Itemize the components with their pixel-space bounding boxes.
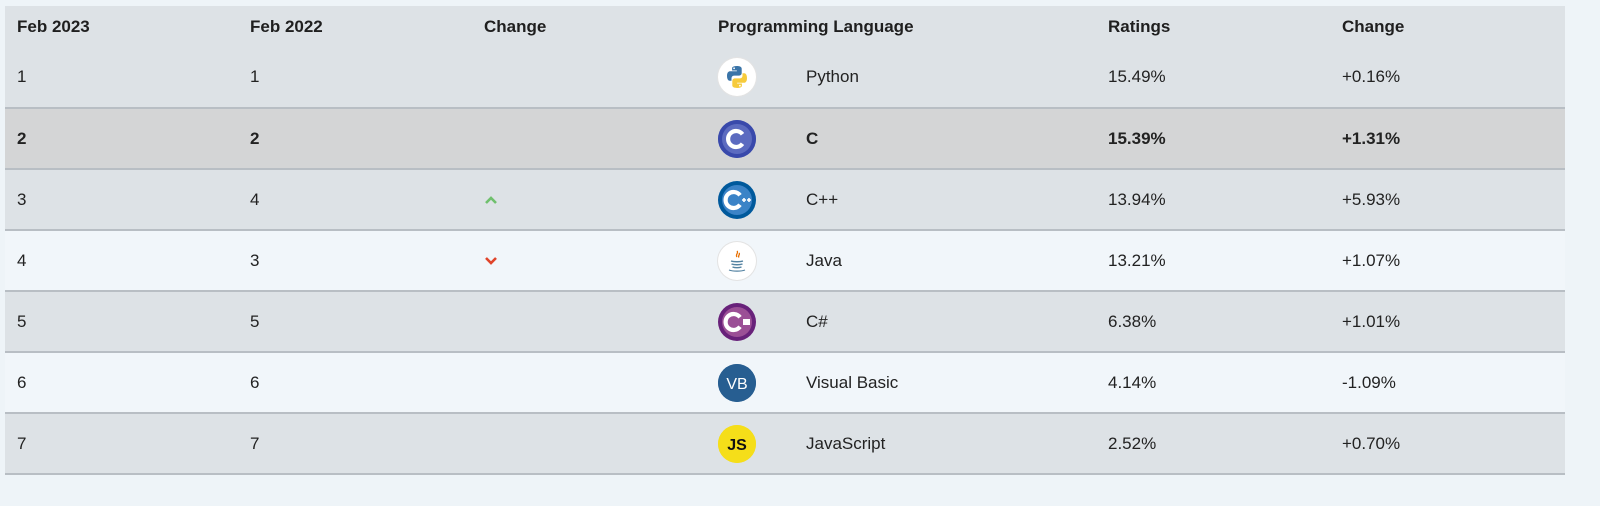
language-name[interactable]: Visual Basic xyxy=(806,372,899,392)
visual-basic-logo-icon: VB xyxy=(718,363,756,402)
rating-value: 4.14% xyxy=(1108,372,1157,392)
table-header-row: Feb 2023 Feb 2022 Change Programming Lan… xyxy=(5,6,1565,47)
trend-cell xyxy=(472,169,706,230)
trend-up-icon xyxy=(484,190,498,210)
change-value: +1.31% xyxy=(1342,128,1401,148)
table-row: 6 6 VB Visual Basic 4.14% -1.09% xyxy=(5,352,1565,413)
rank-feb-2023: 1 xyxy=(17,67,27,86)
rating-value: 2.52% xyxy=(1108,433,1157,453)
rating-value: 6.38% xyxy=(1108,311,1157,331)
table-row: 4 3 Java 1 xyxy=(5,230,1565,291)
svg-text:VB: VB xyxy=(726,376,747,393)
header-programming-language[interactable]: Programming Language xyxy=(718,16,914,36)
rank-feb-2022: 4 xyxy=(250,189,260,209)
header-change-trend[interactable]: Change xyxy=(484,16,547,36)
python-logo-icon xyxy=(718,58,756,96)
trend-cell xyxy=(472,47,706,108)
change-value: +1.01% xyxy=(1342,311,1401,331)
header-change-percent[interactable]: Change xyxy=(1342,16,1405,36)
change-value: -1.09% xyxy=(1342,372,1396,392)
cpp-logo-icon xyxy=(718,180,756,219)
java-logo-icon xyxy=(718,241,756,280)
language-cell: C# xyxy=(706,291,1096,352)
language-name[interactable]: C xyxy=(806,128,819,148)
table-row: 5 5 C# 6.38% +1.01% xyxy=(5,291,1565,352)
rating-value: 15.39% xyxy=(1108,128,1166,148)
rank-feb-2023: 7 xyxy=(17,433,27,453)
c-logo-icon xyxy=(718,119,756,158)
language-name[interactable]: Java xyxy=(806,250,842,270)
rank-feb-2022: 6 xyxy=(250,372,260,392)
rating-value: 13.94% xyxy=(1108,189,1166,209)
trend-cell xyxy=(472,352,706,413)
header-feb-2023[interactable]: Feb 2023 xyxy=(17,16,90,36)
change-value: +5.93% xyxy=(1342,189,1401,209)
rank-feb-2023: 6 xyxy=(17,372,27,392)
language-cell: Python xyxy=(706,47,1096,108)
trend-cell xyxy=(472,230,706,291)
rating-value: 15.49% xyxy=(1108,67,1166,86)
rank-feb-2023: 4 xyxy=(17,250,27,270)
trend-cell xyxy=(472,108,706,169)
rank-feb-2022: 3 xyxy=(250,250,260,270)
javascript-logo-icon: JS xyxy=(718,424,756,463)
table-row: 3 4 C++ xyxy=(5,169,1565,230)
tiobe-index-table-container: Feb 2023 Feb 2022 Change Programming Lan… xyxy=(5,6,1565,475)
language-cell: C xyxy=(706,108,1096,169)
rank-feb-2023: 2 xyxy=(17,128,27,148)
header-ratings[interactable]: Ratings xyxy=(1108,16,1171,36)
table-row: 1 1 Python 15.49% +0.16% xyxy=(5,47,1565,108)
rating-value: 13.21% xyxy=(1108,250,1166,270)
header-feb-2022[interactable]: Feb 2022 xyxy=(250,16,323,36)
csharp-logo-icon xyxy=(718,302,756,341)
rank-feb-2022: 1 xyxy=(250,67,260,86)
table-row: 7 7 JS JavaScript 2.52% +0.70% xyxy=(5,413,1565,474)
language-cell: C++ xyxy=(706,169,1096,230)
change-value: +0.70% xyxy=(1342,433,1401,453)
trend-cell xyxy=(472,291,706,352)
rank-feb-2022: 7 xyxy=(250,433,260,453)
language-name[interactable]: C++ xyxy=(806,189,839,209)
tiobe-index-table: Feb 2023 Feb 2022 Change Programming Lan… xyxy=(5,6,1565,475)
language-name[interactable]: JavaScript xyxy=(806,433,886,453)
change-value: +0.16% xyxy=(1342,67,1401,86)
language-cell: JS JavaScript xyxy=(706,413,1096,474)
trend-cell xyxy=(472,413,706,474)
language-cell: VB Visual Basic xyxy=(706,352,1096,413)
trend-down-icon xyxy=(484,251,498,271)
table-row-highlighted: 2 2 C 15.39% +1.31% xyxy=(5,108,1565,169)
svg-text:JS: JS xyxy=(727,437,747,454)
language-name[interactable]: C# xyxy=(806,311,828,331)
rank-feb-2023: 3 xyxy=(17,189,27,209)
rank-feb-2023: 5 xyxy=(17,311,27,331)
rank-feb-2022: 2 xyxy=(250,128,260,148)
rank-feb-2022: 5 xyxy=(250,311,260,331)
change-value: +1.07% xyxy=(1342,250,1401,270)
language-cell: Java xyxy=(706,230,1096,291)
language-name[interactable]: Python xyxy=(806,67,859,86)
